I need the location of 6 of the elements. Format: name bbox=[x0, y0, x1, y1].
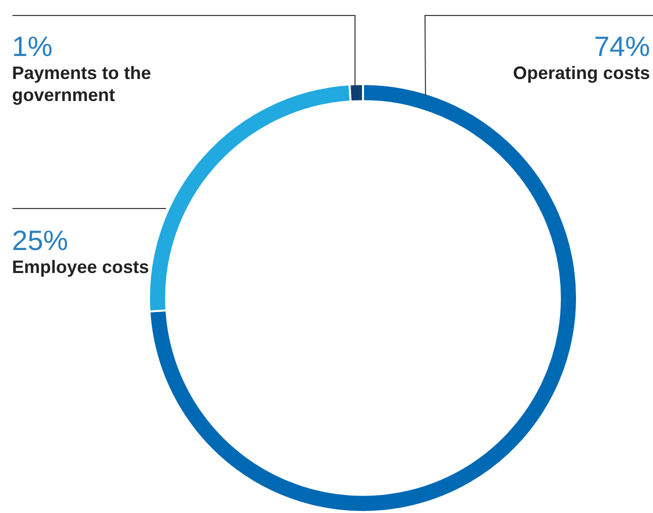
data-label: 74% bbox=[592, 31, 650, 62]
slice-label: Operating costs bbox=[512, 62, 650, 84]
data-label: 1% bbox=[12, 31, 54, 62]
slice-label: Payments to the government bbox=[12, 62, 152, 106]
slice-label: Employee costs bbox=[12, 256, 150, 278]
data-label: 25% bbox=[12, 225, 70, 256]
